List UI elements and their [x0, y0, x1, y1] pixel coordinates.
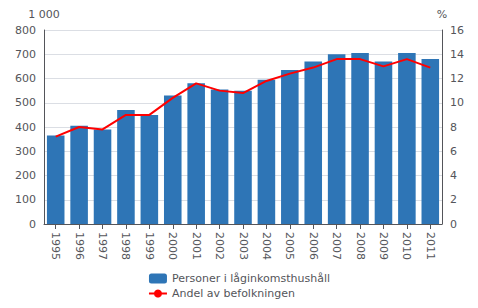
svg-text:8: 8: [450, 121, 457, 134]
svg-text:2000: 2000: [166, 232, 179, 260]
svg-text:%: %: [437, 8, 447, 21]
svg-text:0: 0: [450, 218, 457, 231]
svg-text:2009: 2009: [377, 232, 390, 260]
svg-text:0: 0: [29, 218, 36, 231]
svg-text:2011: 2011: [424, 232, 437, 260]
svg-text:2003: 2003: [237, 232, 250, 260]
svg-text:800: 800: [15, 24, 36, 37]
svg-text:1997: 1997: [96, 232, 109, 260]
svg-text:12: 12: [450, 72, 464, 85]
svg-text:Andel av befolkningen: Andel av befolkningen: [172, 287, 295, 300]
svg-text:10: 10: [450, 96, 464, 109]
svg-text:2006: 2006: [307, 232, 320, 260]
svg-text:2001: 2001: [190, 232, 203, 260]
svg-text:2: 2: [450, 193, 457, 206]
svg-text:2004: 2004: [260, 232, 273, 260]
svg-text:4: 4: [450, 169, 457, 182]
svg-text:1999: 1999: [143, 232, 156, 260]
svg-text:1995: 1995: [49, 232, 62, 260]
svg-text:2005: 2005: [283, 232, 296, 260]
svg-text:700: 700: [15, 48, 36, 61]
svg-text:300: 300: [15, 145, 36, 158]
svg-text:200: 200: [15, 169, 36, 182]
svg-text:500: 500: [15, 96, 36, 109]
svg-text:2008: 2008: [354, 232, 367, 260]
svg-text:400: 400: [15, 121, 36, 134]
svg-text:6: 6: [450, 145, 457, 158]
svg-text:1 000: 1 000: [28, 8, 60, 21]
svg-text:14: 14: [450, 48, 464, 61]
svg-text:2002: 2002: [213, 232, 226, 260]
svg-text:Personer i låginkomsthushåll: Personer i låginkomsthushåll: [172, 272, 330, 285]
svg-text:1998: 1998: [119, 232, 132, 260]
svg-text:100: 100: [15, 193, 36, 206]
svg-text:600: 600: [15, 72, 36, 85]
svg-text:2007: 2007: [330, 232, 343, 260]
svg-text:1996: 1996: [73, 232, 86, 260]
svg-text:2010: 2010: [400, 232, 413, 260]
svg-text:16: 16: [450, 24, 464, 37]
